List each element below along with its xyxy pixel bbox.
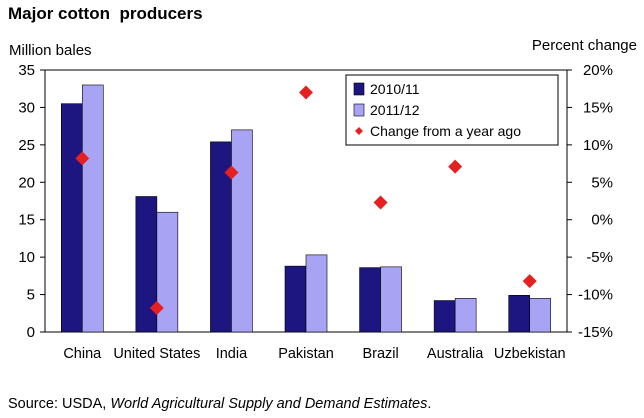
legend-swatch-2011-12 [353, 103, 365, 117]
y-axis-label-right: Percent change [531, 37, 637, 54]
y-tick-label: 0 [27, 324, 35, 341]
bar-2010-11 [359, 267, 381, 333]
change-marker [299, 85, 313, 100]
source-suffix: . [427, 396, 432, 412]
y2-tick-label: -15% [578, 324, 613, 341]
x-category-label: Uzbekistan [494, 346, 566, 362]
x-category-label: China [63, 346, 102, 362]
change-marker [75, 151, 90, 166]
bar-2010-11 [433, 300, 456, 333]
y-tick-label: 30 [18, 99, 35, 116]
legend-label: 2011/12 [370, 102, 420, 118]
change-marker [373, 195, 388, 210]
change-marker [448, 159, 463, 174]
legend-label: 2010/11 [370, 81, 420, 97]
y-tick-label: 25 [18, 137, 35, 154]
legend-label: Change from a year ago [370, 123, 521, 139]
legend-swatch-change [355, 127, 363, 135]
bar-2010-11 [60, 103, 83, 333]
x-category-label: United States [113, 346, 200, 362]
legend-swatch-2010-11 [353, 82, 365, 96]
y-tick-label: 15 [18, 212, 35, 229]
bar-2010-11 [508, 295, 531, 333]
x-category-label: Australia [427, 346, 484, 362]
x-category-label: Pakistan [278, 346, 334, 362]
chart-title: Major cotton producers [8, 4, 203, 23]
y2-tick-label: 20% [583, 62, 613, 79]
y2-tick-label: -10% [578, 287, 613, 304]
bar-2011-12 [156, 211, 179, 333]
y-tick-label: 5 [27, 287, 35, 304]
y-tick-label: 10 [18, 249, 35, 266]
bar-2011-12 [305, 254, 328, 333]
x-category-label: India [216, 346, 248, 362]
y-axis-label-left: Million bales [9, 42, 92, 59]
y2-tick-label: 15% [583, 99, 613, 116]
bar-2011-12 [81, 84, 104, 333]
bar-2011-12 [380, 266, 402, 333]
source-publication: World Agricultural Supply and Demand Est… [110, 396, 428, 412]
bar-2010-11 [284, 265, 307, 333]
y-tick-label: 20 [18, 174, 35, 191]
source-note: Source: USDA, World Agricultural Supply … [8, 396, 431, 412]
change-marker [149, 301, 164, 316]
bar-2011-12 [231, 129, 253, 333]
y2-tick-label: 5% [591, 174, 613, 191]
y2-tick-label: -5% [586, 249, 613, 266]
change-marker [522, 274, 537, 289]
bar-2011-12 [529, 298, 552, 333]
y-tick-label: 35 [18, 62, 35, 79]
bar-2011-12 [454, 298, 477, 333]
change-marker [224, 165, 239, 180]
x-category-label: Brazil [362, 346, 398, 362]
legend-box [345, 74, 559, 146]
source-prefix: Source: USDA, [8, 396, 111, 412]
y2-tick-label: 10% [583, 137, 613, 154]
y2-tick-label: 0% [591, 212, 613, 229]
